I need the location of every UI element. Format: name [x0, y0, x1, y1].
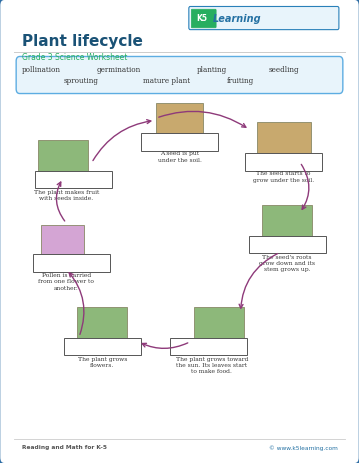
FancyBboxPatch shape	[41, 225, 84, 257]
Text: seedling: seedling	[268, 66, 299, 75]
Text: mature plant: mature plant	[143, 77, 191, 86]
Text: Learning: Learning	[213, 13, 261, 24]
FancyBboxPatch shape	[64, 338, 141, 355]
FancyBboxPatch shape	[189, 6, 339, 30]
FancyBboxPatch shape	[191, 9, 216, 28]
Text: The plant grows
flowers.: The plant grows flowers.	[78, 357, 127, 368]
Text: pollination: pollination	[22, 66, 61, 75]
FancyBboxPatch shape	[77, 307, 127, 342]
Text: © www.k5learning.com: © www.k5learning.com	[269, 445, 337, 450]
Text: Grade 3 Science Worksheet: Grade 3 Science Worksheet	[22, 53, 127, 63]
Text: Pollen is carried
from one flower to
another.: Pollen is carried from one flower to ano…	[38, 273, 94, 291]
Text: The seed's roots
grow down and its
stem grows up.: The seed's roots grow down and its stem …	[259, 255, 315, 272]
Text: The plant makes fruit
with seeds inside.: The plant makes fruit with seeds inside.	[34, 190, 99, 201]
FancyBboxPatch shape	[141, 133, 218, 151]
FancyBboxPatch shape	[257, 122, 311, 157]
FancyBboxPatch shape	[248, 236, 326, 253]
FancyBboxPatch shape	[35, 171, 112, 188]
Text: A seed is put
under the soil.: A seed is put under the soil.	[158, 151, 201, 163]
Text: Plant lifecycle: Plant lifecycle	[22, 34, 143, 49]
Text: K5: K5	[197, 14, 208, 23]
Text: germination: germination	[96, 66, 141, 75]
FancyBboxPatch shape	[245, 153, 322, 171]
Text: The plant grows toward
the sun. Its leaves start
to make food.: The plant grows toward the sun. Its leav…	[176, 357, 248, 374]
FancyBboxPatch shape	[262, 205, 312, 240]
Text: planting: planting	[197, 66, 227, 75]
FancyBboxPatch shape	[38, 140, 88, 175]
Text: Reading and Math for K-5: Reading and Math for K-5	[22, 445, 107, 450]
FancyBboxPatch shape	[169, 338, 247, 355]
Text: fruiting: fruiting	[227, 77, 254, 86]
FancyBboxPatch shape	[194, 307, 244, 342]
FancyBboxPatch shape	[156, 103, 203, 138]
Text: The seed starts to
grow under the soil.: The seed starts to grow under the soil.	[253, 171, 314, 182]
FancyBboxPatch shape	[16, 56, 343, 94]
Text: sprouting: sprouting	[63, 77, 98, 86]
FancyBboxPatch shape	[33, 254, 111, 272]
